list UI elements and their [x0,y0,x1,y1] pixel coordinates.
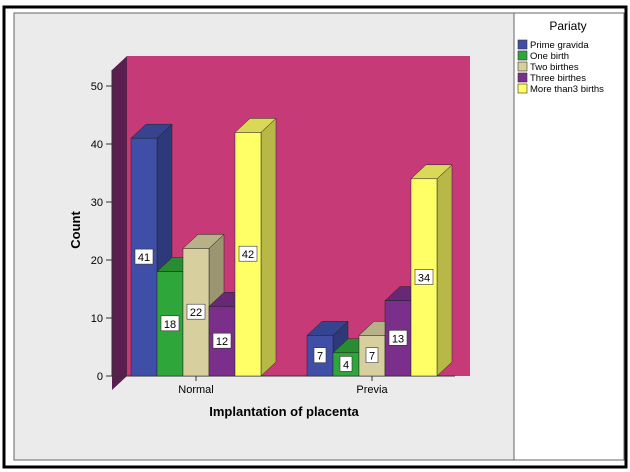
legend-entry-label: More than3 births [530,84,604,95]
data-label: 34 [418,272,430,284]
data-label: 41 [138,252,150,264]
data-label-box [160,315,180,332]
legend-swatch [517,83,528,94]
legend-panel [513,12,625,461]
data-label: 18 [164,319,176,331]
data-label-box [339,356,353,372]
x-tick-label: Previa [356,384,388,396]
bar-side [436,164,453,377]
data-label-box [365,347,379,364]
legend-entry-label: Prime gravida [530,40,589,51]
bar: 42 [234,117,277,377]
data-label: 4 [343,359,349,371]
data-label: 13 [392,333,404,345]
data-label: 7 [369,351,375,363]
x-axis-ticks: Normal Previa [178,376,388,396]
legend-entry-label: Three birthes [530,73,586,84]
data-label-box [388,329,408,346]
data-label: 42 [242,249,254,261]
data-label-box [134,248,154,265]
data-label-box [186,303,206,320]
legend-entry-label: One birth [530,51,569,62]
bar: 7 [306,320,349,377]
data-label: 7 [317,351,323,363]
y-tick-label: 50 [91,81,103,93]
legend-swatch [517,39,528,50]
bar: 34 [410,164,453,377]
bars: 41 18 22 12 42 7 4 7 13 34 [130,117,453,377]
y-axis-title: Count [68,211,83,249]
legend-swatch [517,61,528,72]
y-tick-label: 30 [91,197,103,209]
data-label-box [238,245,258,262]
x-axis-title: Implantation of placenta [209,404,359,419]
y-tick-label: 0 [97,371,103,383]
legend-title: Pariaty [549,19,586,33]
y-axis-ticks: 0 10 20 30 40 50 [91,81,112,383]
y-tick-label: 40 [91,139,103,151]
legend-swatch [517,72,528,83]
data-label-box [414,269,434,285]
legend-entry-label: Two birthes [530,62,579,73]
y-tick-label: 20 [91,255,103,267]
data-label-box [212,332,232,349]
y-tick-label: 10 [91,313,103,325]
bar-side [260,117,277,377]
plot-side-wall [112,56,127,390]
x-tick-label: Normal [178,384,213,396]
legend-swatch [517,50,528,61]
data-label: 22 [190,307,202,319]
data-label: 12 [216,336,228,348]
data-label-box [313,347,327,364]
